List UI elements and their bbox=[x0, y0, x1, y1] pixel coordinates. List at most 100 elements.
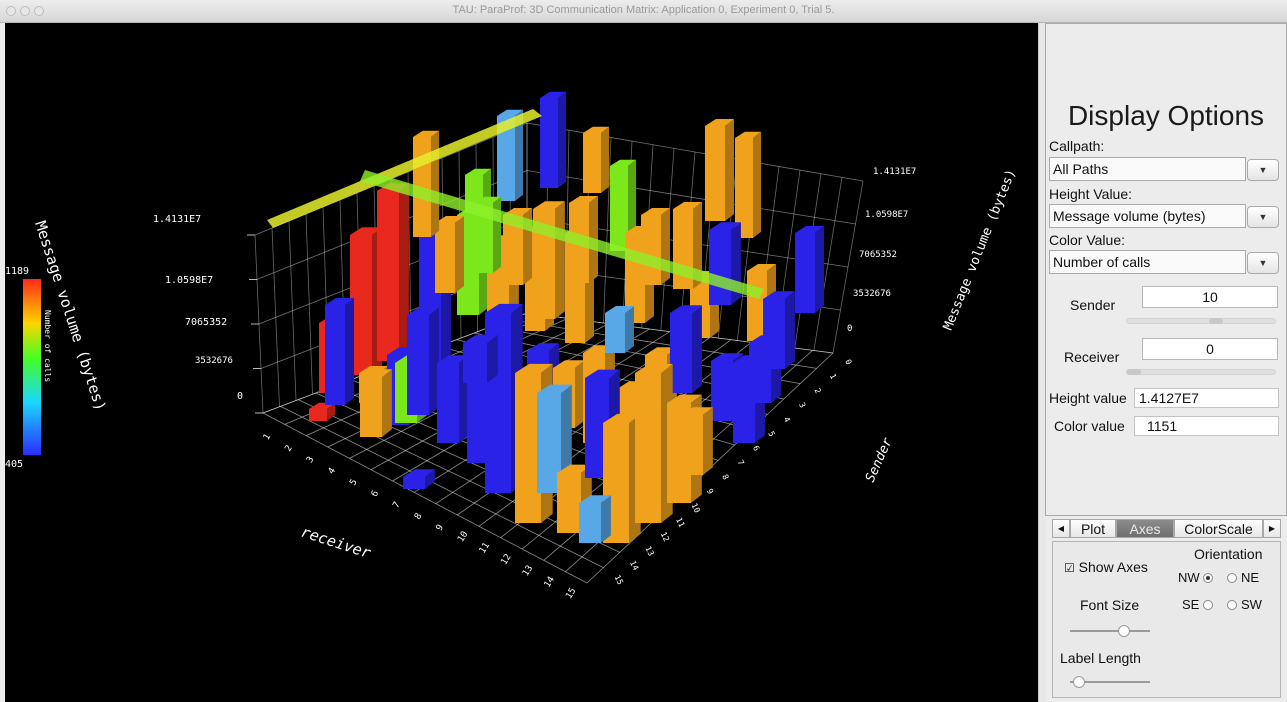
settings-tabs: ◀ Plot Axes ColorScale ▶ bbox=[1052, 519, 1281, 539]
3d-bar-plot[interactable]: 1.4131E7 1.0598E7 7065352 3532676 0 Mess… bbox=[5, 23, 1038, 702]
tab-plot[interactable]: Plot bbox=[1070, 519, 1116, 538]
receiver-tick-label: 12 bbox=[499, 552, 513, 566]
height-tick-label: 1.0598E7 bbox=[165, 275, 213, 286]
label-length-slider-knob[interactable] bbox=[1073, 676, 1086, 688]
height-tick-label-right: 1.4131E7 bbox=[873, 167, 916, 177]
receiver-tick-label: 1 bbox=[262, 432, 273, 442]
orientation-se-radio[interactable] bbox=[1203, 600, 1213, 610]
receiver-label: Receiver bbox=[1064, 349, 1120, 365]
receiver-tick-label: 7 bbox=[391, 500, 402, 510]
orientation-se-label: SE bbox=[1182, 597, 1200, 612]
font-size-slider[interactable] bbox=[1070, 625, 1150, 637]
matrix-bar bbox=[407, 307, 439, 415]
chevron-down-icon: ▼ bbox=[1258, 165, 1268, 175]
matrix-bar bbox=[533, 201, 565, 319]
tab-scroll-right-button[interactable]: ▶ bbox=[1263, 519, 1281, 538]
chevron-down-icon: ▼ bbox=[1258, 212, 1268, 222]
receiver-slider[interactable] bbox=[1126, 369, 1276, 375]
callpath-select[interactable]: All Paths bbox=[1049, 157, 1246, 181]
height-readout-label: Height value bbox=[1049, 390, 1127, 406]
receiver-slider-knob[interactable] bbox=[1127, 369, 1141, 375]
sender-tick-label: 8 bbox=[720, 473, 730, 481]
orientation-nw-radio[interactable] bbox=[1203, 573, 1213, 583]
sender-highlight-bar bbox=[267, 109, 542, 228]
matrix-bar bbox=[540, 91, 567, 188]
matrix-bar bbox=[635, 363, 673, 523]
receiver-tick-label: 9 bbox=[435, 523, 446, 533]
sender-slider[interactable] bbox=[1126, 318, 1276, 324]
receiver-tick-label: 10 bbox=[456, 530, 470, 544]
height-tick-label-right: 7065352 bbox=[859, 250, 897, 260]
chevron-down-icon: ▼ bbox=[1258, 258, 1268, 268]
color-legend-min: 405 bbox=[5, 459, 23, 470]
matrix-bar bbox=[670, 305, 702, 393]
color-legend-max: 1189 bbox=[5, 266, 29, 277]
color-value-label: Color Value: bbox=[1049, 232, 1126, 248]
sender-value-field[interactable]: 10 bbox=[1142, 286, 1278, 308]
font-size-slider-knob[interactable] bbox=[1117, 625, 1130, 637]
receiver-axis-title: receiver bbox=[299, 523, 373, 562]
show-axes-checkbox[interactable]: ☑ Show Axes bbox=[1064, 559, 1148, 575]
color-readout-field[interactable]: 1151 bbox=[1134, 416, 1279, 436]
orientation-ne-radio[interactable] bbox=[1227, 573, 1237, 583]
color-legend: 1189 405 Number of calls bbox=[5, 266, 52, 470]
panel-splitter[interactable] bbox=[1038, 23, 1046, 702]
matrix-bar bbox=[681, 407, 713, 475]
receiver-tick-label: 3 bbox=[305, 455, 316, 465]
window-title: TAU: ParaProf: 3D Communication Matrix: … bbox=[452, 4, 835, 16]
tab-colorscale[interactable]: ColorScale bbox=[1174, 519, 1263, 538]
label-length-label: Label Length bbox=[1060, 650, 1141, 666]
matrix-bar bbox=[583, 126, 610, 193]
height-tick-label: 7065352 bbox=[185, 317, 227, 328]
height-value-select[interactable]: Message volume (bytes) bbox=[1049, 204, 1246, 228]
matrix-bar bbox=[641, 208, 670, 285]
orientation-sw-radio[interactable] bbox=[1227, 600, 1237, 610]
receiver-tick-label: 2 bbox=[283, 444, 294, 454]
minimize-window-button[interactable] bbox=[20, 6, 30, 16]
height-axis-title: Message volume (bytes) bbox=[31, 219, 110, 414]
matrix-bar bbox=[610, 159, 637, 251]
receiver-value-field[interactable]: 0 bbox=[1142, 338, 1278, 360]
left-height-axis: 1.4131E7 1.0598E7 7065352 3532676 0 Mess… bbox=[31, 214, 243, 413]
3d-plot-canvas[interactable]: 1.4131E7 1.0598E7 7065352 3532676 0 Mess… bbox=[5, 23, 1038, 702]
matrix-bar bbox=[463, 334, 498, 383]
receiver-highlight-bar bbox=[360, 170, 764, 299]
matrix-bar bbox=[360, 369, 392, 437]
zoom-window-button[interactable] bbox=[34, 6, 44, 16]
orientation-ne-label: NE bbox=[1241, 570, 1260, 585]
checkbox-checked-icon[interactable]: ☑ bbox=[1064, 561, 1075, 575]
receiver-tick-label: 14 bbox=[543, 575, 557, 589]
sender-axis-title: Sender bbox=[863, 435, 896, 484]
matrix-bar bbox=[403, 469, 435, 489]
matrix-bar bbox=[735, 131, 762, 238]
height-tick-label-right: 1.0598E7 bbox=[865, 210, 908, 220]
sender-tick-label: 4 bbox=[782, 415, 792, 423]
tab-axes[interactable]: Axes bbox=[1116, 519, 1174, 538]
matrix-bar bbox=[325, 298, 354, 405]
selection-highlights bbox=[267, 109, 764, 299]
color-dropdown-button[interactable]: ▼ bbox=[1247, 252, 1279, 274]
matrix-bar bbox=[413, 130, 440, 237]
right-height-axis-title: Message volume (bytes) bbox=[941, 167, 1019, 332]
close-window-button[interactable] bbox=[6, 6, 16, 16]
height-readout-field[interactable]: 1.4127E7 bbox=[1134, 388, 1279, 408]
bars-group bbox=[309, 91, 824, 543]
receiver-tick-label: 8 bbox=[413, 512, 424, 522]
sender-slider-knob[interactable] bbox=[1208, 318, 1223, 324]
orientation-label: Orientation bbox=[1194, 546, 1263, 562]
color-readout-label: Color value bbox=[1054, 418, 1125, 434]
matrix-bar bbox=[705, 119, 734, 221]
tab-scroll-left-button[interactable]: ◀ bbox=[1052, 519, 1070, 538]
height-tick-label: 1.4131E7 bbox=[153, 214, 201, 225]
matrix-bar bbox=[763, 291, 795, 369]
matrix-bar bbox=[605, 306, 634, 353]
height-dropdown-button[interactable]: ▼ bbox=[1247, 206, 1279, 228]
height-value-label: Height Value: bbox=[1049, 186, 1133, 202]
color-value-select[interactable]: Number of calls bbox=[1049, 250, 1246, 274]
font-size-label: Font Size bbox=[1080, 597, 1140, 613]
sender-tick-label: 2 bbox=[812, 387, 822, 395]
callpath-dropdown-button[interactable]: ▼ bbox=[1247, 159, 1279, 181]
label-length-slider[interactable] bbox=[1070, 676, 1150, 688]
